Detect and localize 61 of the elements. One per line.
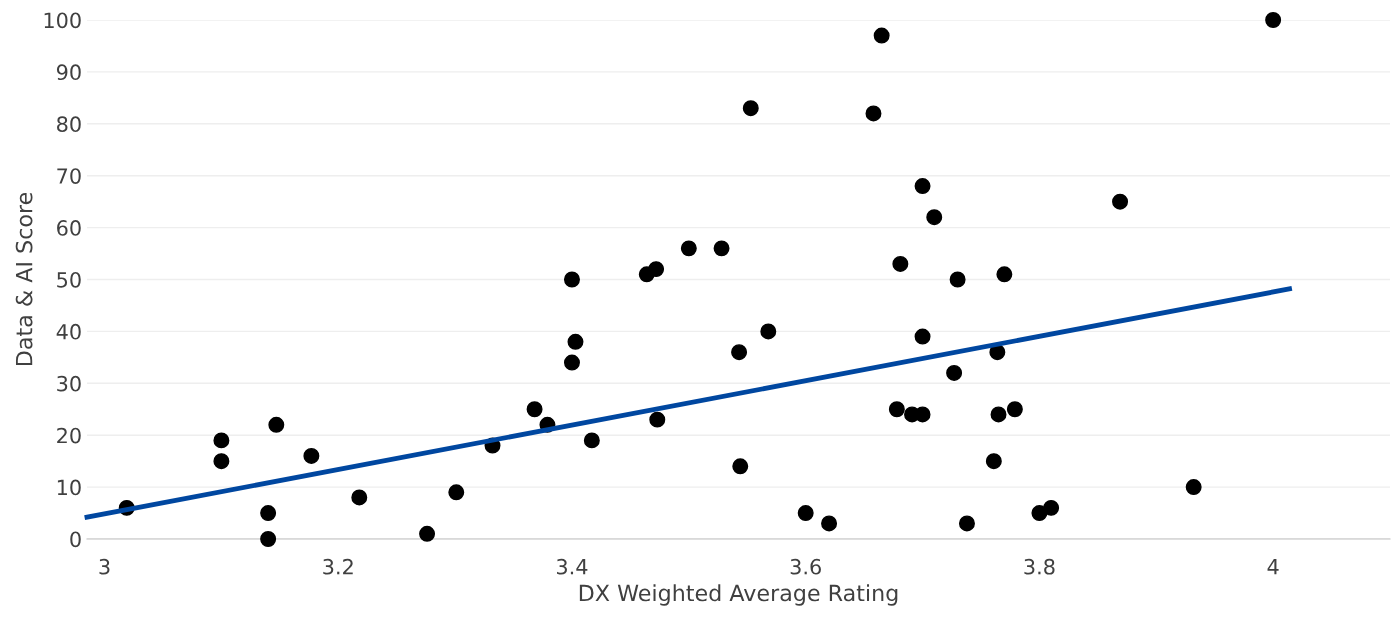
point: [1006, 401, 1023, 418]
x-axis-title: DX Weighted Average Rating: [579, 584, 898, 606]
point: [949, 271, 966, 288]
point: [213, 453, 230, 470]
point: [567, 333, 584, 350]
point: [731, 344, 748, 361]
point: [821, 515, 838, 532]
point: [873, 27, 890, 44]
point: [213, 432, 230, 449]
point: [742, 100, 759, 117]
x-tick-label: 3.4: [557, 558, 588, 575]
point: [888, 401, 905, 418]
point: [797, 505, 814, 522]
point: [583, 432, 600, 449]
y-axis-title: Data & AI Score: [15, 192, 33, 366]
point: [563, 271, 580, 288]
point: [926, 209, 943, 226]
point: [351, 489, 368, 506]
point: [990, 406, 1007, 423]
point: [648, 261, 665, 278]
point: [260, 505, 277, 522]
point: [680, 240, 697, 257]
y-tick-label: 40: [56, 323, 81, 340]
point: [985, 453, 1002, 470]
point: [996, 266, 1013, 283]
y-tick-label: 30: [57, 375, 81, 392]
point: [760, 323, 777, 340]
point: [914, 178, 931, 195]
point: [713, 240, 730, 257]
point: [946, 364, 963, 381]
x-tick-label: 3: [99, 558, 110, 575]
point: [419, 525, 436, 542]
point: [1185, 479, 1202, 496]
point: [732, 458, 749, 475]
point: [914, 328, 931, 345]
y-tick-label: 10: [57, 479, 81, 496]
point: [892, 255, 909, 272]
y-tick-label: 70: [57, 168, 81, 184]
x-tick-label: 3.8: [1024, 558, 1055, 575]
point: [1265, 12, 1282, 28]
x-tick-label: 3.2: [323, 558, 353, 575]
point: [649, 411, 666, 428]
x-tick-label: 4: [1267, 559, 1279, 575]
point: [448, 484, 465, 501]
point: [260, 531, 277, 547]
point: [1043, 499, 1060, 516]
y-tick-label: 100: [44, 12, 81, 29]
point: [1112, 193, 1129, 210]
y-tick-label: 0: [70, 531, 81, 548]
x-tick-label: 3.6: [790, 558, 821, 575]
point: [303, 447, 320, 464]
y-tick-label: 90: [56, 64, 81, 81]
y-tick-label: 80: [57, 116, 81, 133]
y-tick-label: 60: [57, 220, 81, 236]
point: [865, 105, 882, 122]
point: [268, 416, 285, 433]
point: [563, 354, 580, 371]
y-tick-label: 20: [57, 427, 81, 444]
point: [958, 515, 975, 532]
point: [526, 401, 543, 418]
y-tick-label: 50: [57, 271, 81, 288]
